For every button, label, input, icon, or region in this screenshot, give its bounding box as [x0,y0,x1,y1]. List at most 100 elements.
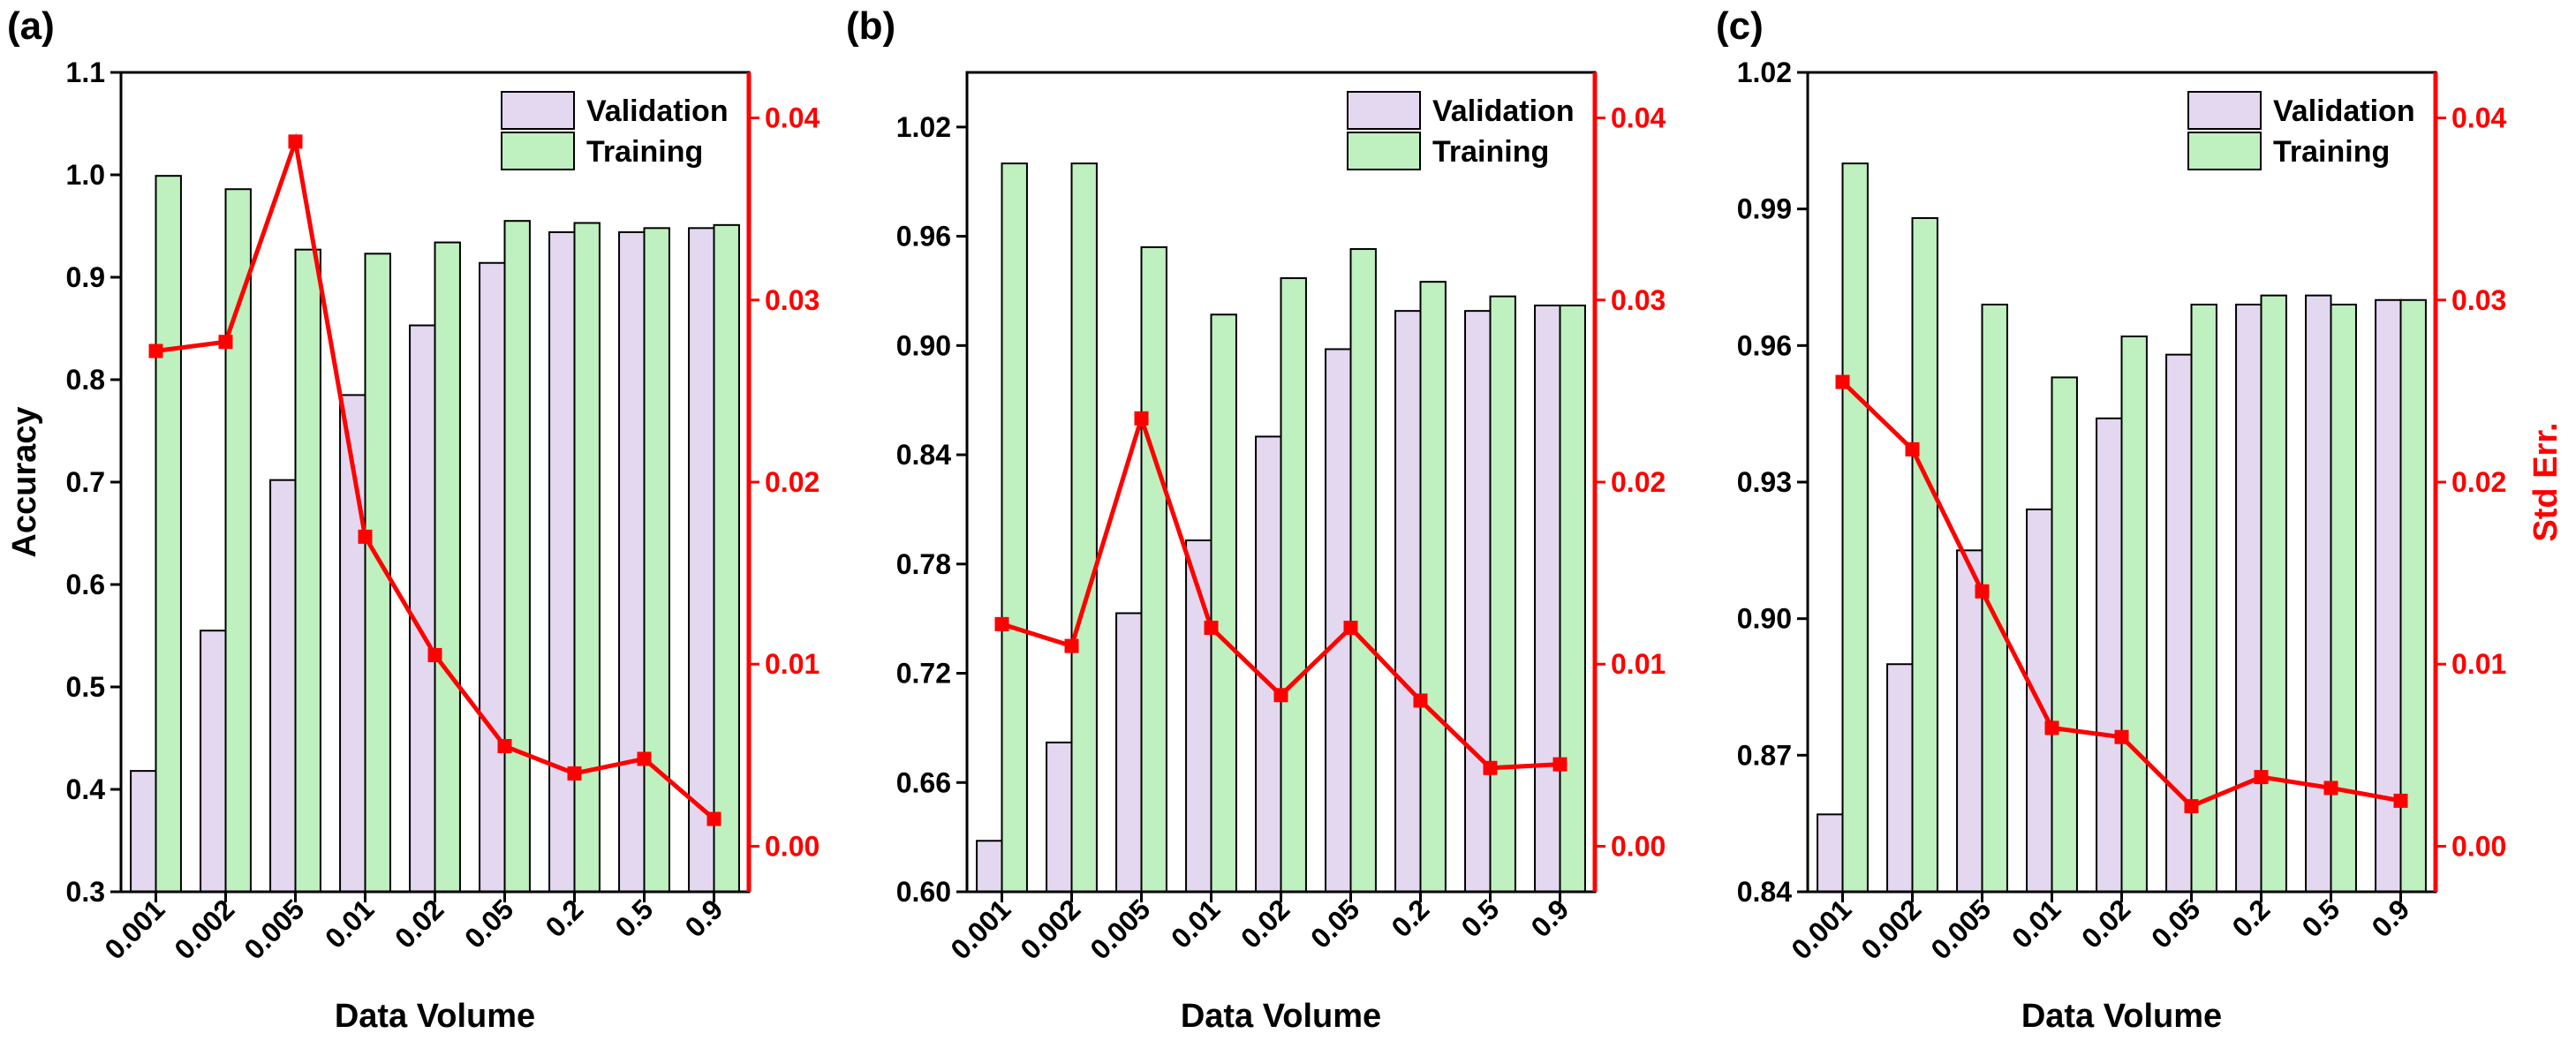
bar-training-0.02 [1280,277,1307,893]
x-tick-label: 0.002 [168,893,240,965]
std-err-point-0.02 [1273,688,1288,703]
bar-training-0.5 [2330,303,2357,893]
y-tick-label: 0.3 [66,876,105,908]
bar-training-0.005 [294,248,321,893]
x-axis-title: Data Volume [1181,998,1381,1035]
std-err-point-0.01 [1204,620,1219,635]
std-err-point-0.05 [497,739,512,754]
y-right-tick-label: 0.04 [1611,102,1666,134]
legend-label-training: Training [1432,135,1549,169]
x-tick-label: 0.005 [1084,893,1156,965]
bar-validation-0.05 [1325,348,1352,893]
legend-label-validation: Validation [2273,94,2415,128]
bar-training-0.2 [573,222,601,893]
y-tick-label: 0.84 [1737,876,1792,908]
legend-label-training: Training [2273,135,2390,169]
y-right-tick-label: 0.02 [1611,466,1666,498]
x-tick-label: 0.001 [944,893,1016,965]
bar-training-0.5 [1489,295,1516,893]
y-right-tick-label: 0.03 [2451,284,2506,316]
std-err-point-0.001 [994,616,1009,631]
y-tick-label: 1.02 [896,111,951,143]
legend-swatch-training [2187,132,2262,170]
std-err-point-0.02 [427,647,442,662]
x-tick-label: 0.2 [1386,893,1436,943]
std-err-point-0.005 [1134,411,1149,426]
y-right-tick-label: 0.01 [765,648,820,680]
bar-validation-0.02 [2096,417,2123,894]
y-tick-label: 0.84 [896,439,951,471]
std-err-point-0.002 [1064,638,1079,653]
y-right-tick-label: 0.04 [765,102,820,134]
y-right-tick-label: 0.00 [1611,830,1666,862]
std-err-point-0.005 [1975,584,1990,599]
std-err-point-0.5 [2323,781,2338,796]
bar-training-0.5 [643,227,670,893]
chart-panel-1: 0.30.40.50.60.70.80.91.01.10.000.010.020… [6,4,820,1035]
bar-training-0.02 [2120,336,2148,893]
legend-label-training: Training [586,135,703,169]
std-err-point-0.5 [637,751,652,766]
y-right-tick-label: 0.03 [765,284,820,316]
bar-validation-0.001 [1817,813,1844,893]
std-err-point-0.5 [1483,760,1498,775]
y-tick-label: 0.66 [896,766,951,798]
y-tick-label: 0.93 [1737,466,1792,498]
x-tick-label: 0.9 [679,893,729,943]
y-tick-label: 0.6 [66,569,105,600]
bar-validation-0.02 [409,324,436,893]
std-err-point-0.01 [358,529,373,544]
y-tick-label: 0.78 [896,548,951,580]
std-err-point-0.002 [218,335,233,350]
std-err-point-0.05 [2184,799,2199,814]
x-tick-label: 0.02 [2075,893,2136,954]
x-tick-label: 0.001 [1785,893,1857,965]
x-tick-label: 0.01 [319,893,380,954]
std-err-point-0.2 [2254,770,2269,785]
bar-training-0.005 [1140,245,1167,893]
std-err-point-0.001 [1835,374,1850,389]
std-err-point-0.001 [148,343,163,358]
y-right-tick-label: 0.02 [765,466,820,498]
x-tick-label: 0.9 [2366,893,2416,943]
std-err-point-0.002 [1905,441,1920,456]
x-tick-label: 0.002 [1855,893,1927,965]
y-right-tick-label: 0.04 [2451,102,2506,134]
legend-swatch-validation [2187,91,2262,130]
bar-training-0.002 [1911,216,1938,893]
y-right-tick-label: 0.03 [1611,284,1666,316]
panel-label: (b) [846,4,895,48]
bar-validation-0.002 [200,630,227,893]
panel-label: (c) [1716,4,1764,48]
chart-panel-3: 0.840.870.900.930.960.991.020.000.010.02… [1716,4,2565,1035]
y-tick-label: 0.72 [896,658,951,690]
std-err-point-0.02 [2114,729,2129,744]
x-tick-label: 0.5 [609,893,660,943]
bar-validation-0.9 [2375,298,2402,893]
bar-training-0.05 [2190,303,2217,893]
y-tick-label: 0.96 [1737,329,1792,361]
x-tick-label: 0.01 [1165,893,1226,954]
y-tick-label: 0.8 [66,364,105,396]
bar-training-0.2 [1419,281,1447,893]
bar-validation-0.002 [1046,741,1073,893]
x-tick-label: 0.05 [1304,893,1365,954]
std-err-point-0.05 [1343,620,1358,635]
bar-training-0.05 [1349,248,1377,893]
legend-swatch-training [501,132,575,170]
panel-label: (a) [7,4,55,48]
x-tick-label: 0.2 [540,893,590,943]
bar-validation-0.5 [1464,310,1492,893]
x-tick-label: 0.001 [98,893,170,965]
y-tick-label: 0.7 [66,466,105,498]
y-tick-label: 0.87 [1737,739,1792,771]
y-tick-label: 1.1 [66,57,105,88]
legend-swatch-validation [1347,91,1421,130]
y-right-tick-label: 0.01 [1611,648,1666,680]
bar-training-0.05 [503,220,531,893]
y-tick-label: 0.60 [896,876,951,908]
bar-validation-0.2 [548,230,576,893]
bar-validation-0.005 [1115,612,1143,893]
bar-validation-0.2 [2235,303,2262,893]
bar-training-0.01 [1210,313,1237,893]
